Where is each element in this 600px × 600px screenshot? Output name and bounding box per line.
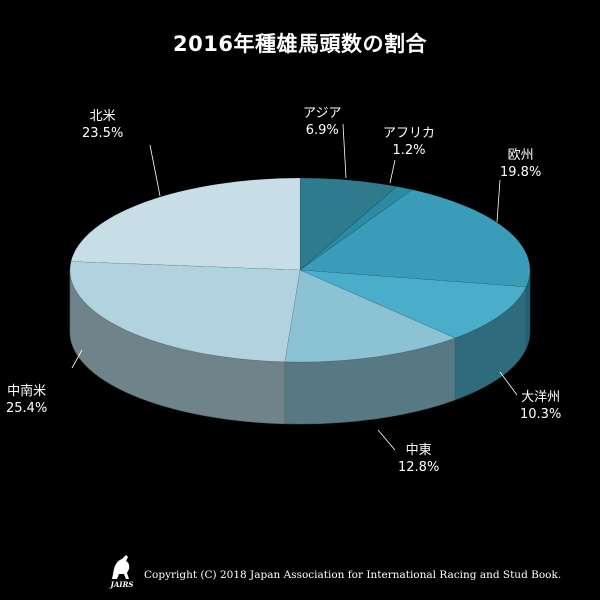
label-oceania-name: 大洋州 [521,390,561,405]
leader-line-2 [496,179,501,223]
label-africa-value: 1.2% [392,143,426,158]
label-middle-east: 中東 12.8% [398,442,439,476]
label-oceania: 大洋州 10.3% [520,389,561,423]
leader-line-1 [389,159,396,184]
label-europe-name: 欧州 [507,148,534,163]
pie-slice-2 [299,189,531,288]
horse-logo-icon: JAIRS [109,555,134,589]
label-middle-east-name: 中東 [405,443,432,458]
leader-line-0 [342,123,347,179]
leader-line-5 [71,349,83,369]
chart-title: 2016年種雄馬頭数の割合 [173,32,427,56]
label-north-america-value: 23.5% [82,126,124,141]
label-north-america: 北米 23.5% [82,108,123,142]
label-africa: アフリカ 1.2% [383,125,435,159]
label-latin-america-value: 25.4% [6,401,48,416]
label-africa-name: アフリカ [383,126,436,141]
pie-slice-6 [70,177,301,271]
pie-slice-3 [299,269,527,339]
label-middle-east-value: 12.8% [398,460,440,475]
leader-line-6 [149,144,161,197]
label-asia-value: 6.9% [305,123,339,138]
pie-slice-4 [284,269,456,363]
pie-slice-1 [299,186,413,271]
label-asia-name: アジア [303,106,342,121]
label-latin-america-name: 中南米 [7,384,47,399]
label-north-america-name: 北米 [89,109,116,124]
pie-slice-0 [299,177,398,271]
label-latin-america: 中南米 25.4% [6,383,47,417]
label-europe-value: 19.8% [500,165,542,180]
pie-slice-5 [69,261,301,363]
leader-line-3 [499,371,518,396]
copyright-text: Copyright (C) 2018 Japan Association for… [144,569,562,581]
leader-line-4 [377,429,396,451]
leader-lines [71,123,518,451]
label-oceania-value: 10.3% [520,407,562,422]
pie-top-faces [69,177,531,363]
label-asia: アジア 6.9% [303,105,341,139]
pie-side-walls [69,269,531,425]
label-europe: 欧州 19.8% [500,147,541,181]
logo-text: JAIRS [109,580,134,589]
footer: JAIRS Copyright (C) 2018 Japan Associati… [102,549,592,589]
